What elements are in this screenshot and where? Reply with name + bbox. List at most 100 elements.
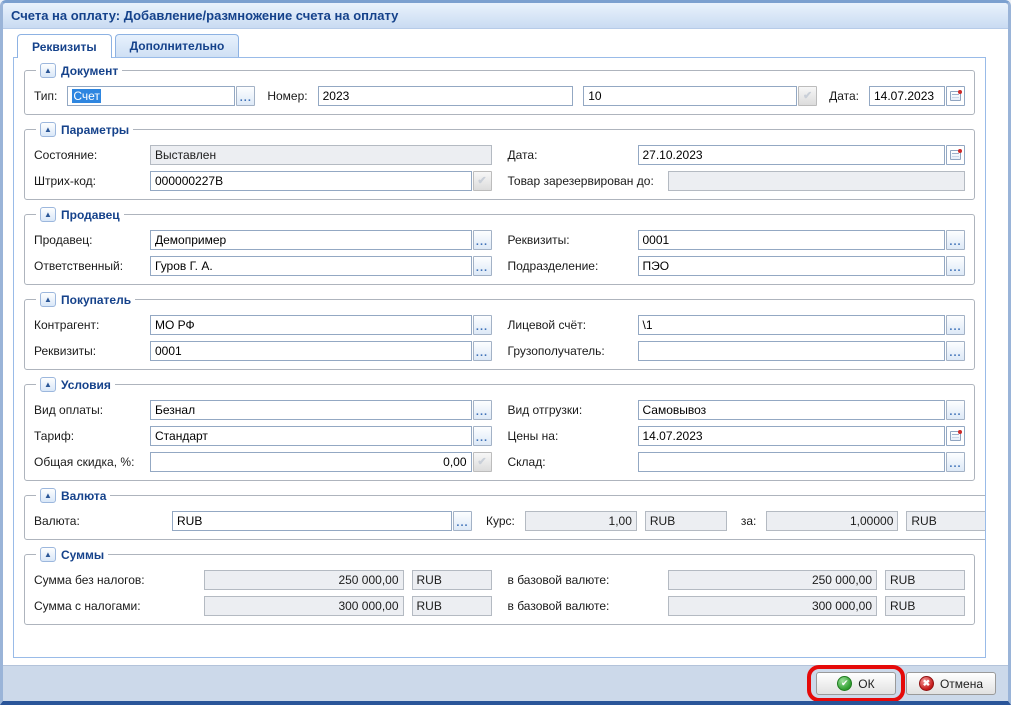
ellipsis-icon: ... bbox=[475, 431, 489, 444]
net-sum-field: 250 000,00 bbox=[204, 570, 404, 590]
chevron-up-icon: ▲ bbox=[44, 490, 52, 500]
section-currency-legend: ▲ Валюта bbox=[36, 488, 110, 503]
ok-button[interactable]: ✔ ОК bbox=[815, 672, 896, 695]
ellipsis-icon: ... bbox=[475, 261, 489, 274]
ellipsis-icon: ... bbox=[949, 405, 962, 418]
department-lookup-button[interactable]: ... bbox=[946, 256, 965, 276]
payment-type-field[interactable]: Безнал bbox=[150, 400, 472, 420]
seller-requisites-field[interactable]: 0001 bbox=[637, 230, 945, 250]
buyer-requisites-lookup-button[interactable]: ... bbox=[472, 341, 492, 361]
params-date-calendar-button[interactable] bbox=[946, 145, 965, 165]
tab-additional[interactable]: Дополнительно bbox=[114, 34, 240, 57]
seller-requisites-label: Реквизиты: bbox=[507, 233, 570, 247]
department-label: Подразделение: bbox=[507, 259, 599, 273]
section-document-legend: ▲ Документ bbox=[36, 63, 122, 78]
rate-label: Курс: bbox=[486, 514, 515, 528]
chevron-up-icon: ▲ bbox=[44, 124, 52, 134]
ellipsis-icon: ... bbox=[949, 320, 962, 333]
seller-lookup-button[interactable]: ... bbox=[472, 230, 492, 250]
doc-date-wrap: 14.07.2023 bbox=[869, 86, 965, 106]
consignee-lookup-button[interactable]: ... bbox=[946, 341, 965, 361]
collapse-terms-button[interactable]: ▲ bbox=[40, 377, 56, 392]
section-buyer-legend: ▲ Покупатель bbox=[36, 292, 135, 307]
prices-date-field[interactable]: 14.07.2023 bbox=[637, 426, 945, 446]
ellipsis-icon: ... bbox=[949, 346, 962, 359]
params-date-field[interactable]: 27.10.2023 bbox=[637, 145, 945, 165]
section-document-title: Документ bbox=[61, 63, 119, 78]
department-field[interactable]: ПЭО bbox=[637, 256, 945, 276]
doc-date-calendar-button[interactable] bbox=[946, 86, 965, 106]
seller-field[interactable]: Демопример bbox=[150, 230, 472, 250]
doc-number-field[interactable]: 2023 bbox=[317, 86, 574, 106]
doc-type-label: Тип: bbox=[34, 89, 58, 103]
discount-field[interactable]: 0,00 bbox=[150, 452, 472, 472]
shipment-type-lookup-button[interactable]: ... bbox=[946, 400, 965, 420]
responsible-field[interactable]: Гуров Г. А. bbox=[150, 256, 472, 276]
contractor-label: Контрагент: bbox=[34, 318, 100, 332]
buyer-requisites-field[interactable]: 0001 bbox=[150, 341, 472, 361]
collapse-buyer-button[interactable]: ▲ bbox=[40, 292, 56, 307]
calendar-icon bbox=[950, 149, 962, 160]
doc-number2-field[interactable]: 10 bbox=[583, 86, 798, 106]
warehouse-label: Склад: bbox=[507, 455, 546, 469]
collapse-params-button[interactable]: ▲ bbox=[40, 122, 56, 137]
section-currency-title: Валюта bbox=[61, 488, 107, 503]
consignee-label: Грузополучатель: bbox=[507, 344, 605, 358]
contractor-field[interactable]: МО РФ bbox=[150, 315, 472, 335]
payment-type-lookup-button[interactable]: ... bbox=[472, 400, 492, 420]
params-date-wrap: 27.10.2023 bbox=[637, 145, 965, 165]
doc-type-wrap: Счет ... bbox=[67, 86, 256, 106]
cancel-x-icon: ✖ bbox=[918, 676, 934, 691]
barcode-apply-button[interactable]: ✔ bbox=[472, 171, 492, 191]
form-panel: ▲ Документ Тип: Счет ... Номер: 2023 10 … bbox=[13, 57, 986, 658]
per-currency-field: RUB bbox=[906, 511, 985, 531]
contractor-lookup-button[interactable]: ... bbox=[472, 315, 492, 335]
tab-requisites[interactable]: Реквизиты bbox=[17, 34, 112, 58]
ellipsis-icon: ... bbox=[456, 516, 469, 529]
shipment-type-field[interactable]: Самовывоз bbox=[637, 400, 945, 420]
check-icon: ✔ bbox=[477, 455, 487, 468]
section-buyer-title: Покупатель bbox=[61, 292, 132, 307]
footer-bar: ✔ ОК ✖ Отмена bbox=[3, 665, 1008, 701]
warehouse-lookup-button[interactable]: ... bbox=[946, 452, 965, 472]
gross-base-label: в базовой валюте: bbox=[507, 599, 610, 613]
document-row: Тип: Счет ... Номер: 2023 10 ✔ Дата: 14.… bbox=[34, 86, 965, 106]
ellipsis-icon: ... bbox=[949, 235, 962, 248]
barcode-field[interactable]: 000000227B bbox=[150, 171, 472, 191]
chevron-up-icon: ▲ bbox=[44, 294, 52, 304]
rate-field: 1,00 bbox=[524, 511, 637, 531]
barcode-label: Штрих-код: bbox=[34, 174, 96, 188]
ok-check-icon: ✔ bbox=[837, 676, 853, 691]
doc-type-lookup-button[interactable]: ... bbox=[236, 86, 256, 106]
collapse-sums-button[interactable]: ▲ bbox=[40, 547, 56, 562]
section-currency: ▲ Валюта Валюта: RUB ... Курс: 1,00 RUB … bbox=[24, 488, 985, 540]
prices-date-calendar-button[interactable] bbox=[946, 426, 965, 446]
cancel-button[interactable]: ✖ Отмена bbox=[905, 672, 996, 695]
currency-field[interactable]: RUB bbox=[172, 511, 452, 531]
responsible-lookup-button[interactable]: ... bbox=[472, 256, 492, 276]
currency-lookup-button[interactable]: ... bbox=[453, 511, 472, 531]
section-terms: ▲ Условия Вид оплаты: Безнал ... Вид отг… bbox=[24, 377, 975, 481]
tariff-field[interactable]: Стандарт bbox=[150, 426, 472, 446]
ellipsis-icon: ... bbox=[475, 320, 489, 333]
warehouse-field[interactable] bbox=[637, 452, 945, 472]
responsible-label: Ответственный: bbox=[34, 259, 124, 273]
doc-type-field[interactable]: Счет bbox=[67, 86, 236, 106]
doc-number2-apply-button[interactable]: ✔ bbox=[798, 86, 818, 106]
doc-number2-wrap: 10 ✔ bbox=[583, 86, 818, 106]
currency-label: Валюта: bbox=[34, 514, 80, 528]
collapse-seller-button[interactable]: ▲ bbox=[40, 207, 56, 222]
collapse-document-button[interactable]: ▲ bbox=[40, 63, 56, 78]
tariff-lookup-button[interactable]: ... bbox=[472, 426, 492, 446]
account-lookup-button[interactable]: ... bbox=[946, 315, 965, 335]
discount-apply-button[interactable]: ✔ bbox=[472, 452, 492, 472]
cancel-button-label: Отмена bbox=[939, 676, 983, 691]
doc-date-label: Дата: bbox=[829, 89, 859, 103]
section-buyer: ▲ Покупатель Контрагент: МО РФ ... Лицев… bbox=[24, 292, 975, 370]
consignee-field[interactable] bbox=[637, 341, 945, 361]
account-field[interactable]: \1 bbox=[637, 315, 945, 335]
selected-text: Счет bbox=[72, 89, 101, 103]
doc-date-field[interactable]: 14.07.2023 bbox=[869, 86, 945, 106]
seller-requisites-lookup-button[interactable]: ... bbox=[946, 230, 965, 250]
collapse-currency-button[interactable]: ▲ bbox=[40, 488, 56, 503]
